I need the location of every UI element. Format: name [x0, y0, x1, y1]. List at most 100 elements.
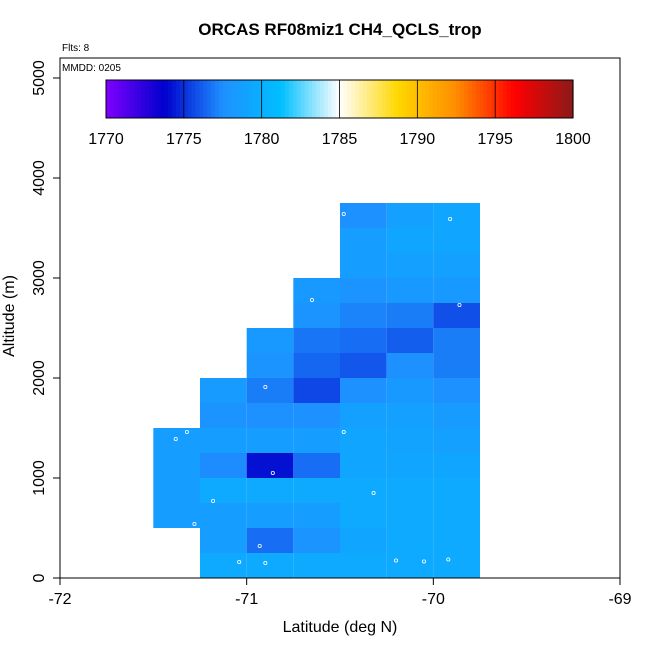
colorbar-segment	[152, 80, 158, 118]
colorbar-segment	[549, 80, 555, 118]
heatmap-cell	[340, 203, 387, 228]
heatmap-cell	[153, 503, 200, 528]
colorbar-segment	[168, 80, 173, 118]
colorbar-segment	[460, 80, 465, 118]
colorbar-segment	[343, 80, 348, 118]
flight-points	[173, 211, 462, 566]
colorbar-segment	[464, 80, 469, 118]
colorbar-segment	[351, 80, 356, 118]
colorbar-tick-label: 1785	[322, 131, 358, 148]
heatmap-cell	[433, 353, 480, 378]
colorbar-segment	[308, 80, 313, 118]
heatmap-cell	[293, 403, 340, 428]
heatmap-cell	[340, 303, 387, 328]
heatmap-cell	[153, 478, 200, 503]
heatmap-cell	[246, 528, 294, 553]
x-tick-label: -70	[422, 591, 445, 608]
heatmap-cell	[246, 453, 294, 478]
heatmap-cell	[340, 553, 387, 578]
colorbar-segment	[448, 80, 453, 118]
heatmap-cell	[386, 403, 434, 428]
y-tick-label: 5000	[31, 60, 48, 96]
colorbar-segment	[483, 80, 488, 118]
colorbar: 1770 1775 1780 1785 1790 1795 1800	[88, 79, 591, 148]
colorbar-segment	[382, 80, 387, 118]
heatmap-cell	[386, 253, 434, 278]
colorbar-segment	[160, 80, 165, 118]
colorbar-segment	[429, 80, 434, 118]
plot-frame	[59, 57, 621, 579]
heatmap-cell	[340, 453, 387, 478]
heatmap-cell	[293, 478, 340, 503]
colorbar-segment	[471, 80, 477, 118]
heatmap-cell	[386, 378, 434, 403]
colorbar-segment	[203, 80, 208, 118]
heatmap-cell	[340, 328, 387, 353]
heatmap-cell	[386, 228, 434, 253]
flight-point	[393, 558, 398, 563]
x-tick-label: -69	[608, 591, 631, 608]
colorbar-segment	[499, 80, 504, 118]
colorbar-segment	[495, 80, 500, 118]
colorbar-segment	[156, 80, 162, 118]
colorbar-tick-label: 1780	[244, 131, 280, 148]
colorbar-segment	[179, 80, 185, 118]
x-axis-label: Latitude (deg N)	[283, 619, 398, 636]
heatmap-cell	[293, 328, 340, 353]
colorbar-segment	[172, 80, 177, 118]
heatmap-cell	[293, 553, 340, 578]
colorbar-segment	[296, 80, 302, 118]
heatmap-cell	[386, 303, 434, 328]
colorbar-segment	[421, 80, 426, 118]
colorbar-segment	[323, 80, 329, 118]
colorbar-segment	[386, 80, 391, 118]
colorbar-segment	[316, 80, 321, 118]
heatmap-cell	[293, 353, 340, 378]
colorbar-segment	[491, 80, 496, 118]
colorbar-segment	[141, 80, 146, 118]
colorbar-segment	[569, 80, 574, 118]
colorbar-segment	[432, 80, 438, 118]
colorbar-segment	[234, 80, 239, 118]
colorbar-tick-label: 1800	[555, 131, 591, 148]
heatmap-cell	[340, 528, 387, 553]
heatmap-cell	[386, 203, 434, 228]
heatmap-cell	[293, 528, 340, 553]
colorbar-segment	[125, 80, 130, 118]
flight-point	[257, 544, 262, 549]
heatmap-cell	[340, 378, 387, 403]
colorbar-segment	[522, 80, 527, 118]
heatmap-cell	[246, 353, 294, 378]
colorbar-segment	[502, 80, 508, 118]
colorbar-segment	[487, 80, 492, 118]
heatmap-cell	[200, 403, 247, 428]
heatmap-cell	[433, 553, 480, 578]
heatmap-cell	[293, 503, 340, 528]
colorbar-segment	[292, 80, 298, 118]
colorbar-segment	[133, 80, 138, 118]
colorbar-segment	[355, 80, 360, 118]
colorbar-segment	[238, 80, 243, 118]
heatmap-cell	[433, 453, 480, 478]
colorbar-segment	[335, 80, 341, 118]
colorbar-segment	[545, 80, 551, 118]
colorbar-segment	[370, 80, 376, 118]
colorbar-segment	[557, 80, 562, 118]
colorbar-segment	[312, 80, 317, 118]
colorbar-segment	[187, 80, 193, 118]
heatmap-cell	[293, 278, 340, 303]
colorbar-segment	[230, 80, 236, 118]
colorbar-segment	[285, 80, 290, 118]
heatmap-cell	[246, 403, 294, 428]
colorbar-segment	[393, 80, 399, 118]
heatmap-cell	[340, 353, 387, 378]
colorbar-segment	[164, 80, 169, 118]
colorbar-segment	[475, 80, 481, 118]
flight-point	[211, 498, 216, 503]
colorbar-segment	[514, 80, 520, 118]
colorbar-segment	[176, 80, 181, 118]
heatmap-cell	[386, 553, 434, 578]
heatmap-cells	[153, 203, 480, 578]
heatmap-cell	[340, 403, 387, 428]
